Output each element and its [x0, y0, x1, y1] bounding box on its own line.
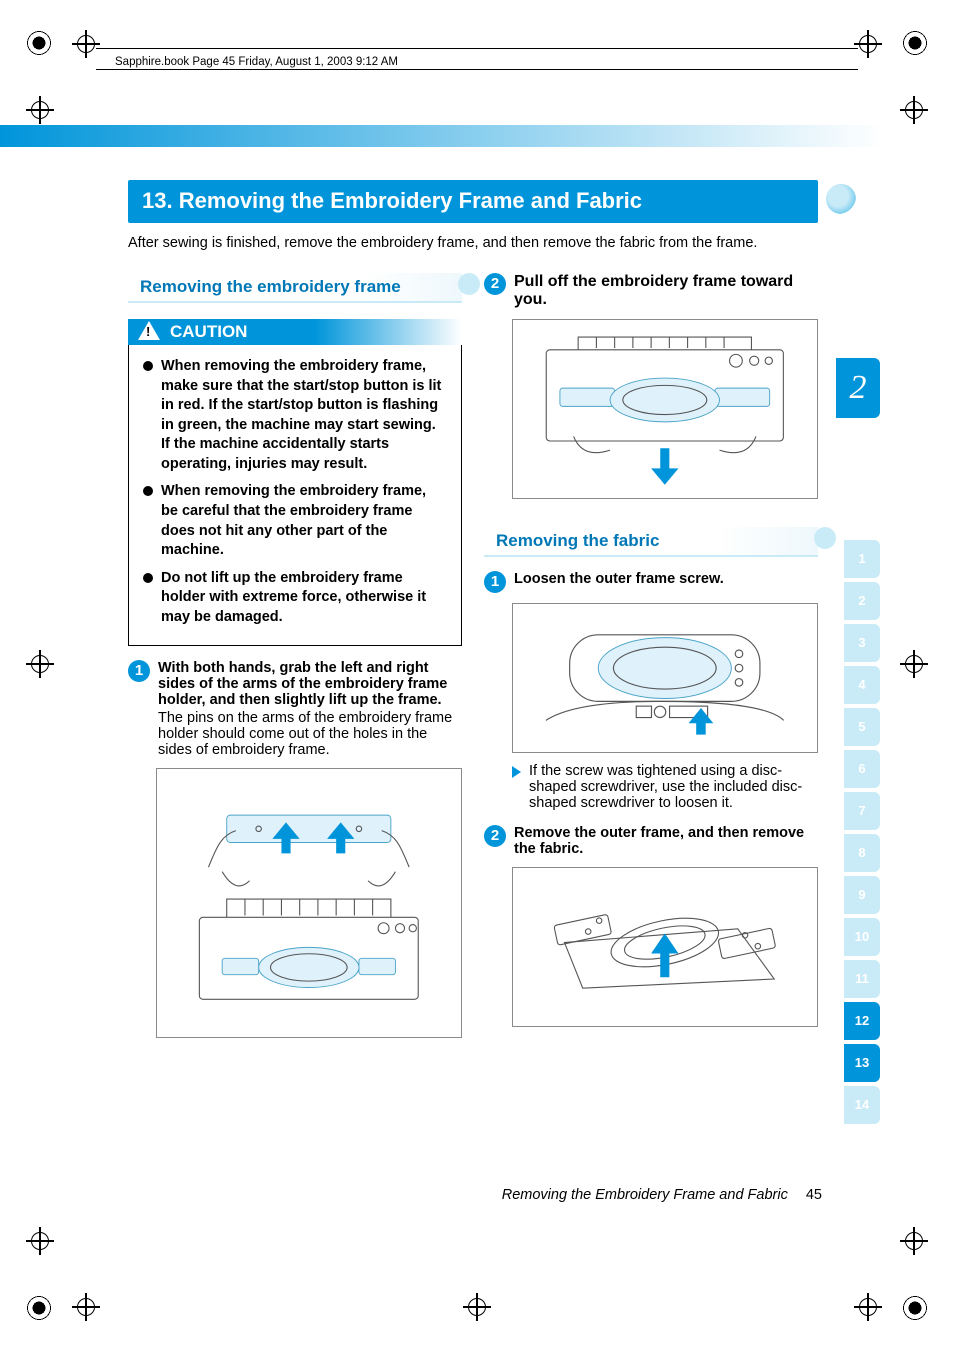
- side-tab-9: 9: [844, 876, 880, 914]
- reg-mark-icon: [902, 1295, 928, 1321]
- crop-cross-icon: [900, 650, 928, 678]
- step-number-icon: 1: [484, 571, 506, 593]
- crop-cross-icon: [26, 650, 54, 678]
- reg-mark-icon: [26, 30, 52, 56]
- side-tab-3: 3: [844, 624, 880, 662]
- caution-item: Do not lift up the embroidery frame hold…: [143, 569, 447, 628]
- crop-cross-icon: [463, 1293, 491, 1321]
- illustration-lift-frame: [156, 768, 462, 1038]
- content-area: 13. Removing the Embroidery Frame and Fa…: [128, 180, 818, 1038]
- illustration-pull-frame: [512, 319, 818, 499]
- side-tab-1: 1: [844, 540, 880, 578]
- page: Sapphire.book Page 45 Friday, August 1, …: [0, 0, 954, 1351]
- footer-page-number: 45: [806, 1187, 822, 1203]
- step-2-remove-fabric: 2 Remove the outer frame, and then remov…: [484, 825, 818, 1027]
- step-text-bold: With both hands, grab the left and right…: [158, 660, 462, 708]
- side-tab-13: 13: [844, 1044, 880, 1082]
- side-tab-12: 12: [844, 1002, 880, 1040]
- side-tabs: 1234567891011121314: [844, 540, 880, 1124]
- chapter-tab: 2: [836, 358, 880, 418]
- step-number-icon: 2: [484, 273, 506, 295]
- side-tab-7: 7: [844, 792, 880, 830]
- crop-cross-icon: [900, 1227, 928, 1255]
- illustration-remove-fabric: [512, 867, 818, 1027]
- page-footer: Removing the Embroidery Frame and Fabric…: [502, 1187, 822, 1203]
- caution-item: When removing the embroidery frame, make…: [143, 357, 447, 474]
- side-tab-8: 8: [844, 834, 880, 872]
- crop-cross-icon: [72, 1293, 100, 1321]
- warning-triangle-icon: [138, 321, 160, 340]
- side-tab-5: 5: [844, 708, 880, 746]
- crop-cross-icon: [26, 1227, 54, 1255]
- header-rule: [96, 48, 858, 70]
- remove-fabric-icon: [528, 876, 802, 1018]
- step-1-left: 1 With both hands, grab the left and rig…: [128, 660, 462, 1038]
- loosen-screw-icon: [528, 611, 802, 744]
- left-column: Removing the embroidery frame CAUTION Wh…: [128, 273, 462, 1038]
- side-tab-4: 4: [844, 666, 880, 704]
- footer-title: Removing the Embroidery Frame and Fabric: [502, 1187, 788, 1203]
- step-text-plain: The pins on the arms of the embroidery f…: [158, 710, 462, 758]
- side-tab-11: 11: [844, 960, 880, 998]
- subhead-removing-fabric: Removing the fabric: [484, 527, 818, 557]
- step-number-icon: 1: [128, 660, 150, 682]
- step-number-icon: 2: [484, 825, 506, 847]
- step-2-pull-off: 2 Pull off the embroidery frame toward y…: [484, 273, 818, 309]
- caution-item: When removing the embroidery frame, be c…: [143, 482, 447, 560]
- step-1-loosen: 1 Loosen the outer frame screw.: [484, 571, 818, 811]
- caution-label: CAUTION: [170, 322, 247, 341]
- pull-frame-icon: [528, 329, 802, 489]
- crop-cross-icon: [854, 1293, 882, 1321]
- section-gradient-bar: [0, 125, 884, 147]
- crop-cross-icon: [854, 30, 882, 58]
- crop-cross-icon: [900, 96, 928, 124]
- section-title: 13. Removing the Embroidery Frame and Fa…: [128, 180, 818, 223]
- lift-frame-icon: [172, 783, 446, 1024]
- right-column: 2 Pull off the embroidery frame toward y…: [484, 273, 818, 1038]
- caution-heading: CAUTION: [128, 319, 462, 345]
- side-tab-2: 2: [844, 582, 880, 620]
- columns: Removing the embroidery frame CAUTION Wh…: [128, 273, 818, 1038]
- intro-text: After sewing is finished, remove the emb…: [128, 235, 818, 251]
- triangle-bullet-icon: [512, 766, 521, 778]
- side-tab-14: 14: [844, 1086, 880, 1124]
- reg-mark-icon: [902, 30, 928, 56]
- step-text-bold: Remove the outer frame, and then remove …: [514, 825, 818, 857]
- illustration-loosen-screw: [512, 603, 818, 753]
- reg-mark-icon: [26, 1295, 52, 1321]
- crop-cross-icon: [26, 96, 54, 124]
- step-text-bold: Pull off the embroidery frame toward you…: [514, 273, 818, 309]
- step-text-bold: Loosen the outer frame screw.: [514, 571, 818, 587]
- note-disc-screwdriver: If the screw was tightened using a disc-…: [512, 763, 818, 811]
- side-tab-10: 10: [844, 918, 880, 956]
- note-text: If the screw was tightened using a disc-…: [529, 763, 818, 811]
- subhead-removing-frame: Removing the embroidery frame: [128, 273, 462, 303]
- caution-box: When removing the embroidery frame, make…: [128, 345, 462, 646]
- side-tab-6: 6: [844, 750, 880, 788]
